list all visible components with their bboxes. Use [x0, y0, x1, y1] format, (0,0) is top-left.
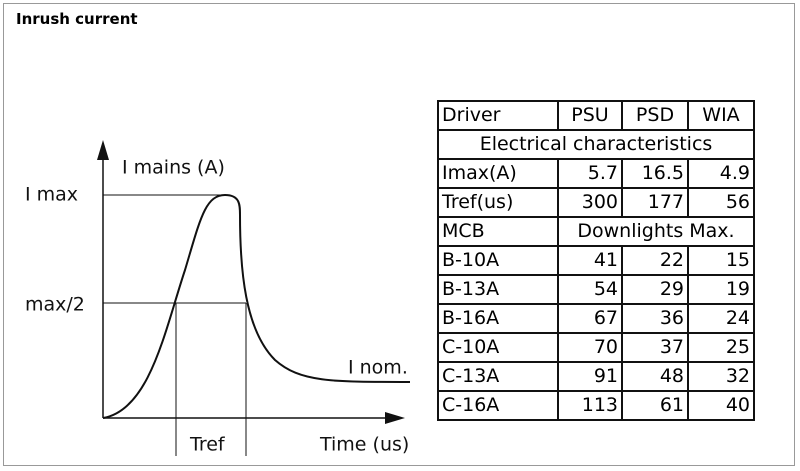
table-cell: B-13A — [437, 274, 559, 305]
nominal-label: I nom. — [348, 357, 408, 379]
x-axis-label: Time (us) — [319, 434, 409, 456]
table-cell: Imax(A) — [437, 158, 559, 189]
table-cell: 54 — [557, 274, 623, 305]
y-axis-label: I mains (A) — [122, 157, 225, 179]
table-cell: 48 — [621, 361, 689, 392]
table-cell: C-13A — [437, 361, 559, 392]
table-cell: 15 — [687, 245, 755, 276]
table-cell: 22 — [621, 245, 689, 276]
table-cell: 16.5 — [621, 158, 689, 189]
table-row: Electrical characteristics — [437, 129, 755, 160]
table-cell: PSU — [557, 100, 623, 131]
table-row: Driver PSU PSD WIA — [437, 100, 755, 131]
table-cell: 5.7 — [557, 158, 623, 189]
table-cell: 4.9 — [687, 158, 755, 189]
table-cell: 36 — [621, 303, 689, 334]
table-cell: 300 — [557, 187, 623, 218]
table-row: C-13A 91 48 32 — [437, 361, 755, 392]
table-cell: Tref(us) — [437, 187, 559, 218]
table-cell: 24 — [687, 303, 755, 334]
tref-label: Tref — [189, 434, 226, 456]
table-cell: 67 — [557, 303, 623, 334]
diagram: I mains (A) I max max/2 I nom. Tref Time… — [25, 140, 411, 456]
table-cell: 177 — [621, 187, 689, 218]
table-row: Tref(us) 300 177 56 — [437, 187, 755, 218]
table-cell: 61 — [621, 390, 689, 421]
frame — [3, 3, 795, 466]
table-cell: C-16A — [437, 390, 559, 421]
table-cell: 91 — [557, 361, 623, 392]
y-arrow — [97, 140, 109, 160]
table-row: B-16A 67 36 24 — [437, 303, 755, 334]
table-row: B-10A 41 22 15 — [437, 245, 755, 276]
table-cell: PSD — [621, 100, 689, 131]
table-cell: B-10A — [437, 245, 559, 276]
table-row: Imax(A) 5.7 16.5 4.9 — [437, 158, 755, 189]
half-label: max/2 — [25, 294, 85, 316]
inrush-curve — [102, 193, 411, 419]
table-cell: C-10A — [437, 332, 559, 363]
table-row: MCB Downlights Max. — [437, 216, 755, 247]
title: Inrush current — [16, 10, 138, 28]
table-cell: 25 — [687, 332, 755, 363]
imax-label: I max — [25, 184, 78, 206]
table-cell: 70 — [557, 332, 623, 363]
x-arrow — [385, 412, 405, 424]
table-cell: Electrical characteristics — [437, 129, 755, 160]
table-cell: B-16A — [437, 303, 559, 334]
table-cell: Driver — [437, 100, 559, 131]
table-row: B-13A 54 29 19 — [437, 274, 755, 305]
table-cell: 113 — [557, 390, 623, 421]
table-cell: Downlights Max. — [557, 216, 755, 247]
table-cell: 19 — [687, 274, 755, 305]
table-row: C-16A 113 61 40 — [437, 390, 755, 421]
table-row: C-10A 70 37 25 — [437, 332, 755, 363]
table-cell: 32 — [687, 361, 755, 392]
table-cell: 29 — [621, 274, 689, 305]
table: Driver PSU PSD WIA Electrical characteristic… — [437, 100, 755, 421]
table-cell: 37 — [621, 332, 689, 363]
table-cell: MCB — [437, 216, 559, 247]
table-cell: 41 — [557, 245, 623, 276]
table-cell: 56 — [687, 187, 755, 218]
table-cell: 40 — [687, 390, 755, 421]
table-cell: WIA — [687, 100, 755, 131]
